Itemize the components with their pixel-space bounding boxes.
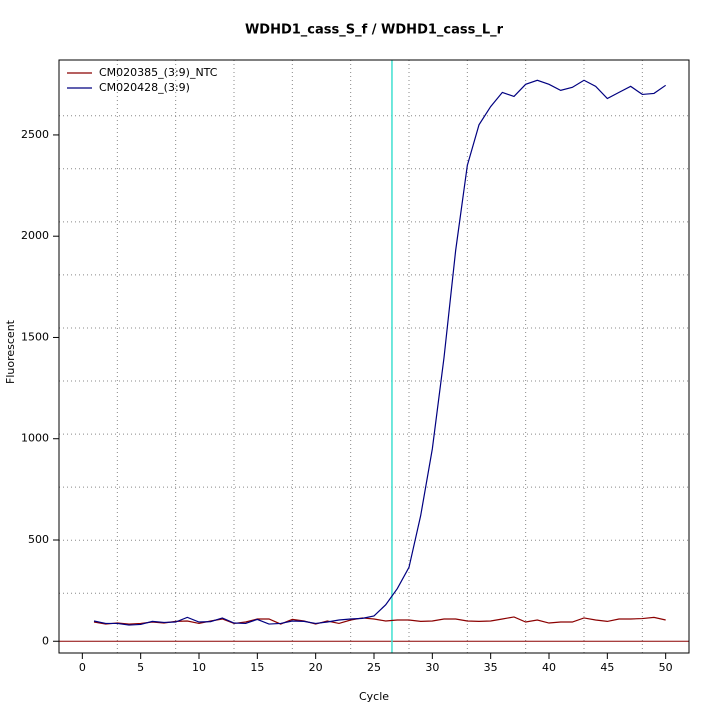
y-tick-label: 1500 bbox=[21, 330, 49, 343]
y-tick-label: 1000 bbox=[21, 432, 49, 445]
x-tick-label: 50 bbox=[659, 661, 673, 674]
x-tick-label: 25 bbox=[367, 661, 381, 674]
legend-label: CM020385_(3:9)_NTC bbox=[99, 66, 218, 79]
x-tick-label: 40 bbox=[542, 661, 556, 674]
chart-title: WDHD1_cass_S_f / WDHD1_cass_L_r bbox=[245, 23, 504, 38]
x-tick-label: 10 bbox=[192, 661, 206, 674]
y-tick-label: 2000 bbox=[21, 229, 49, 242]
y-axis-label: Fluorescent bbox=[4, 319, 17, 384]
series-line bbox=[93, 79, 667, 626]
x-tick-label: 20 bbox=[309, 661, 323, 674]
x-tick-label: 30 bbox=[425, 661, 439, 674]
x-tick-label: 35 bbox=[484, 661, 498, 674]
y-tick-label: 2500 bbox=[21, 128, 49, 141]
plot-frame bbox=[58, 59, 690, 654]
x-tick-label: 5 bbox=[137, 661, 144, 674]
x-tick-label: 45 bbox=[600, 661, 614, 674]
y-tick-label: 500 bbox=[28, 533, 49, 546]
x-axis-label: Cycle bbox=[359, 690, 389, 703]
x-tick-label: 15 bbox=[250, 661, 264, 674]
series-line bbox=[93, 616, 666, 625]
y-tick-label: 0 bbox=[42, 634, 49, 647]
legend-label: CM020428_(3:9) bbox=[99, 81, 190, 94]
x-tick-label: 0 bbox=[79, 661, 86, 674]
